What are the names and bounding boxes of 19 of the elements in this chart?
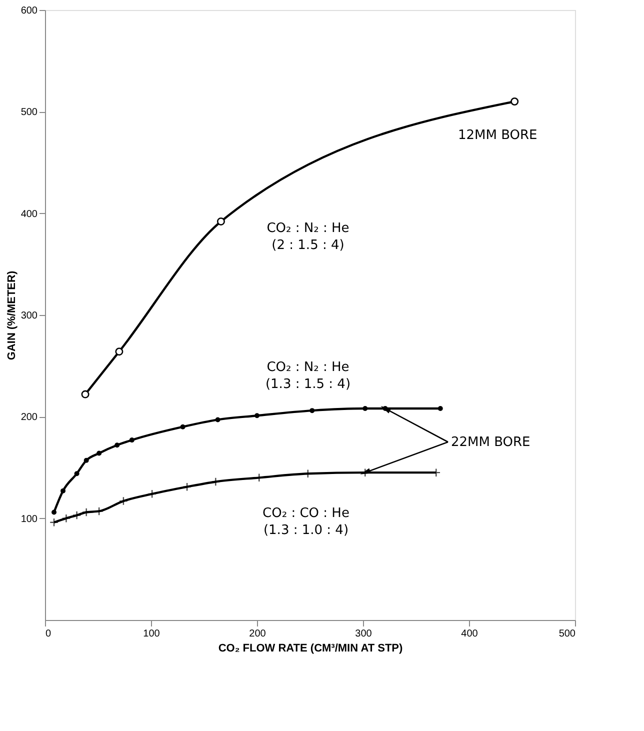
x-tick-label: 200 bbox=[249, 628, 266, 640]
x-tick-label: 100 bbox=[143, 628, 160, 640]
annotation: 12MM BORE bbox=[458, 128, 538, 143]
x-tick-label: 300 bbox=[355, 628, 372, 640]
x-tick-label: 0 bbox=[46, 628, 52, 640]
series-label: CO₂ : N₂ : He (1.3 : 1.5 : 4) bbox=[265, 360, 351, 392]
x-axis-title: CO₂ FLOW RATE (CM³/MIN AT STP) bbox=[218, 642, 403, 654]
y-tick-label: 200 bbox=[20, 412, 38, 424]
annotation: 22MM BORE bbox=[451, 435, 530, 450]
y-tick-label: 500 bbox=[20, 107, 38, 118]
y-axis-title: GAIN (%/METER) bbox=[6, 270, 18, 360]
y-tick-label: 300 bbox=[20, 310, 38, 322]
y-tick-label: 100 bbox=[20, 514, 38, 525]
y-tick-label: 400 bbox=[20, 208, 38, 220]
series-label: CO₂ : CO : He (1.3 : 1.0 : 4) bbox=[262, 506, 350, 538]
x-tick-label: 400 bbox=[461, 628, 478, 640]
text: CO₂ : N₂ : He (2 : 1.5 : 4) bbox=[266, 221, 350, 253]
y-tick-label: 600 bbox=[20, 6, 38, 16]
x-tick-label: 500 bbox=[558, 628, 576, 640]
